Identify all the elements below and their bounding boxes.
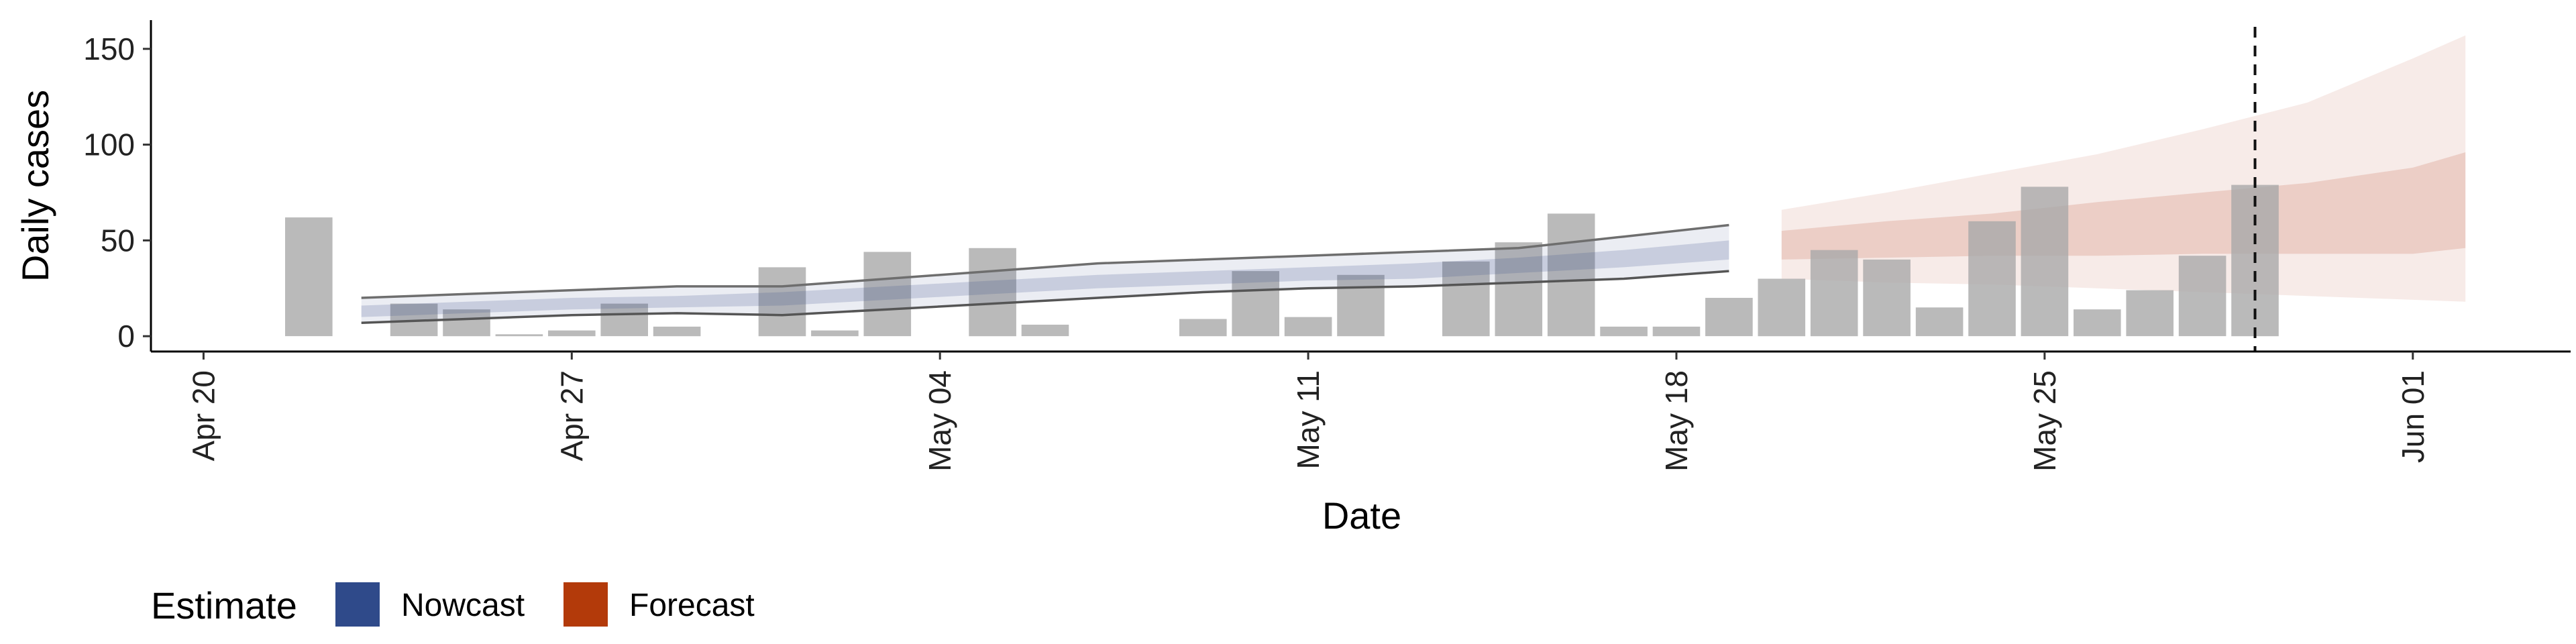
bar-2020-05-18 [1652, 326, 1701, 337]
y-tick-label: 100 [83, 127, 135, 162]
bar-2020-05-26 [2074, 309, 2121, 337]
axes [150, 20, 2571, 353]
bar-2020-05-16 [1547, 213, 1595, 337]
legend-swatch-forecast [564, 582, 608, 627]
bar-2020-05-22 [1863, 259, 1911, 337]
x-axis-title: Date [1322, 494, 1401, 537]
y-tick-label: 150 [83, 32, 135, 66]
x-tick-label: May 11 [1291, 370, 1326, 469]
bar-2020-05-15 [1495, 242, 1543, 337]
y-tick-label: 0 [117, 319, 135, 354]
legend-label-nowcast: Nowcast [401, 588, 525, 623]
bar-2020-05-11 [1284, 317, 1332, 337]
nowcast-lower-line [361, 270, 1729, 324]
bar-2020-05-03 [863, 252, 912, 337]
nowcast-bands [361, 223, 1729, 324]
bar-2020-05-25 [2021, 186, 2069, 337]
bar-2020-04-22 [285, 217, 333, 337]
forecast-inner-band [1781, 152, 2466, 260]
nowcast-inner-band [361, 240, 1729, 317]
x-tick-label: Jun 01 [2396, 370, 2430, 463]
forecast-bands [1781, 35, 2466, 302]
nowcast-upper-line [361, 223, 1729, 299]
bar-2020-05-27 [2126, 290, 2174, 337]
bar-2020-05-05 [969, 248, 1016, 337]
bar-2020-05-24 [1968, 221, 2016, 337]
bar-2020-05-09 [1179, 319, 1227, 337]
bar-2020-05-23 [1915, 307, 1964, 337]
bar-2020-05-14 [1442, 261, 1490, 337]
x-tick-label: May 04 [922, 370, 957, 472]
x-tick-label: Apr 27 [554, 370, 589, 462]
legend: Estimate Nowcast Forecast [151, 582, 755, 627]
bar-2020-05-17 [1600, 326, 1648, 337]
nowcast-outer-band [361, 225, 1729, 323]
bar-2020-05-21 [1810, 250, 1858, 337]
bar-2020-05-28 [2178, 256, 2226, 337]
bar-2020-04-29 [653, 326, 701, 337]
forecast-outer-band [1781, 35, 2466, 302]
bar-2020-04-27 [548, 330, 596, 337]
x-tick-label: May 18 [1659, 370, 1694, 472]
y-axis-title: Daily cases [14, 90, 56, 282]
bar-2020-05-20 [1758, 278, 1806, 337]
bar-2020-05-12 [1337, 274, 1385, 337]
bar-2020-05-19 [1705, 298, 1753, 337]
legend-label-forecast: Forecast [629, 588, 755, 623]
y-ticks: 0 50 100 150 [83, 32, 151, 354]
y-tick-label: 50 [101, 223, 135, 258]
legend-title: Estimate [151, 584, 297, 627]
bar-2020-05-02 [811, 330, 859, 337]
x-ticks: Apr 20 Apr 27 May 04 May 11 May 18 May 25 Jun … [186, 352, 2430, 472]
bar-2020-05-06 [1021, 325, 1069, 337]
bar-2020-05-10 [1232, 271, 1279, 337]
x-tick-label: Apr 20 [186, 370, 221, 462]
x-tick-label: May 25 [2027, 370, 2062, 472]
bar-2020-05-01 [758, 267, 806, 337]
bar-2020-04-26 [495, 334, 543, 337]
bar-2020-04-28 [600, 303, 648, 337]
bar-2020-04-25 [443, 309, 490, 337]
legend-swatch-nowcast [335, 582, 380, 627]
